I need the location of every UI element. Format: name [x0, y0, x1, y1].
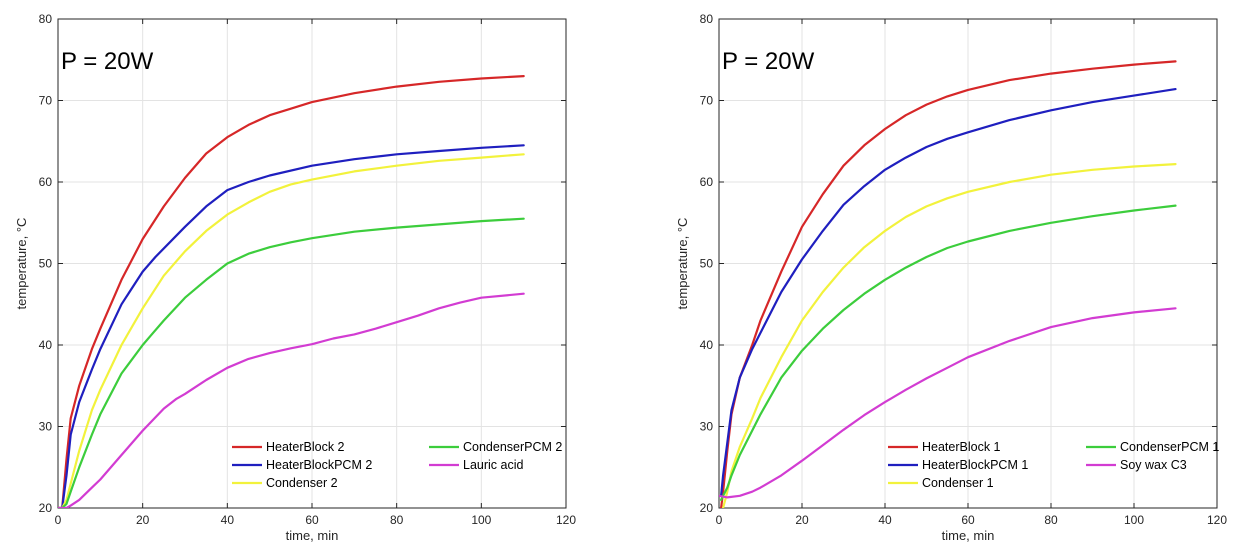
x-tick-label: 100: [471, 513, 491, 527]
x-tick-label: 100: [1124, 513, 1144, 527]
series-line-5: [58, 292, 525, 508]
legend-entry: HeaterBlockPCM 2: [266, 458, 372, 472]
series-line-4: [719, 204, 1177, 501]
y-axis-label: temperature, °C: [14, 218, 29, 310]
legend-entry: Lauric acid: [463, 458, 523, 472]
legend-entry: Soy wax C3: [1120, 458, 1187, 472]
series-line-1: [58, 74, 525, 508]
legend-entry: HeaterBlockPCM 1: [922, 458, 1028, 472]
y-tick-label: 70: [700, 94, 714, 108]
x-tick-label: 80: [390, 513, 404, 527]
x-tick-label: 40: [878, 513, 892, 527]
legend-entry: Condenser 2: [266, 476, 338, 490]
legend-entry: CondenserPCM 1: [1120, 440, 1219, 454]
x-tick-label: 120: [556, 513, 576, 527]
y-tick-label: 60: [700, 175, 714, 189]
legend-entry: Condenser 1: [922, 476, 994, 490]
x-tick-label: 20: [795, 513, 809, 527]
series-line-2: [719, 87, 1177, 497]
power-annotation: P = 20W: [61, 48, 154, 75]
series-line-3: [58, 153, 525, 508]
y-tick-label: 50: [39, 257, 53, 271]
y-tick-label: 50: [700, 257, 714, 271]
y-tick-label: 40: [39, 338, 53, 352]
x-tick-label: 60: [961, 513, 975, 527]
x-tick-label: 0: [55, 513, 62, 527]
y-tick-label: 80: [39, 12, 53, 26]
legend-entry: HeaterBlock 2: [266, 440, 345, 454]
legend-entry: HeaterBlock 1: [922, 440, 1001, 454]
x-tick-label: 60: [305, 513, 319, 527]
series-line-3: [721, 163, 1177, 508]
y-axis-label: temperature, °C: [675, 218, 690, 310]
y-tick-label: 60: [39, 175, 53, 189]
series-line-2: [58, 144, 525, 508]
x-axis-label: time, min: [286, 528, 339, 543]
x-tick-label: 40: [221, 513, 235, 527]
y-tick-label: 70: [39, 94, 53, 108]
y-tick-label: 30: [700, 420, 714, 434]
x-tick-label: 120: [1207, 513, 1227, 527]
series-line-4: [58, 217, 525, 508]
x-axis-label: time, min: [942, 528, 995, 543]
y-tick-label: 20: [700, 501, 714, 515]
x-tick-label: 20: [136, 513, 150, 527]
y-tick-label: 30: [39, 420, 53, 434]
y-tick-label: 20: [39, 501, 53, 515]
x-tick-label: 0: [716, 513, 723, 527]
y-tick-label: 80: [700, 12, 714, 26]
legend-entry: CondenserPCM 2: [463, 440, 562, 454]
y-tick-label: 40: [700, 338, 714, 352]
power-annotation: P = 20W: [722, 48, 815, 75]
series-line-5: [719, 307, 1177, 499]
x-tick-label: 80: [1044, 513, 1058, 527]
